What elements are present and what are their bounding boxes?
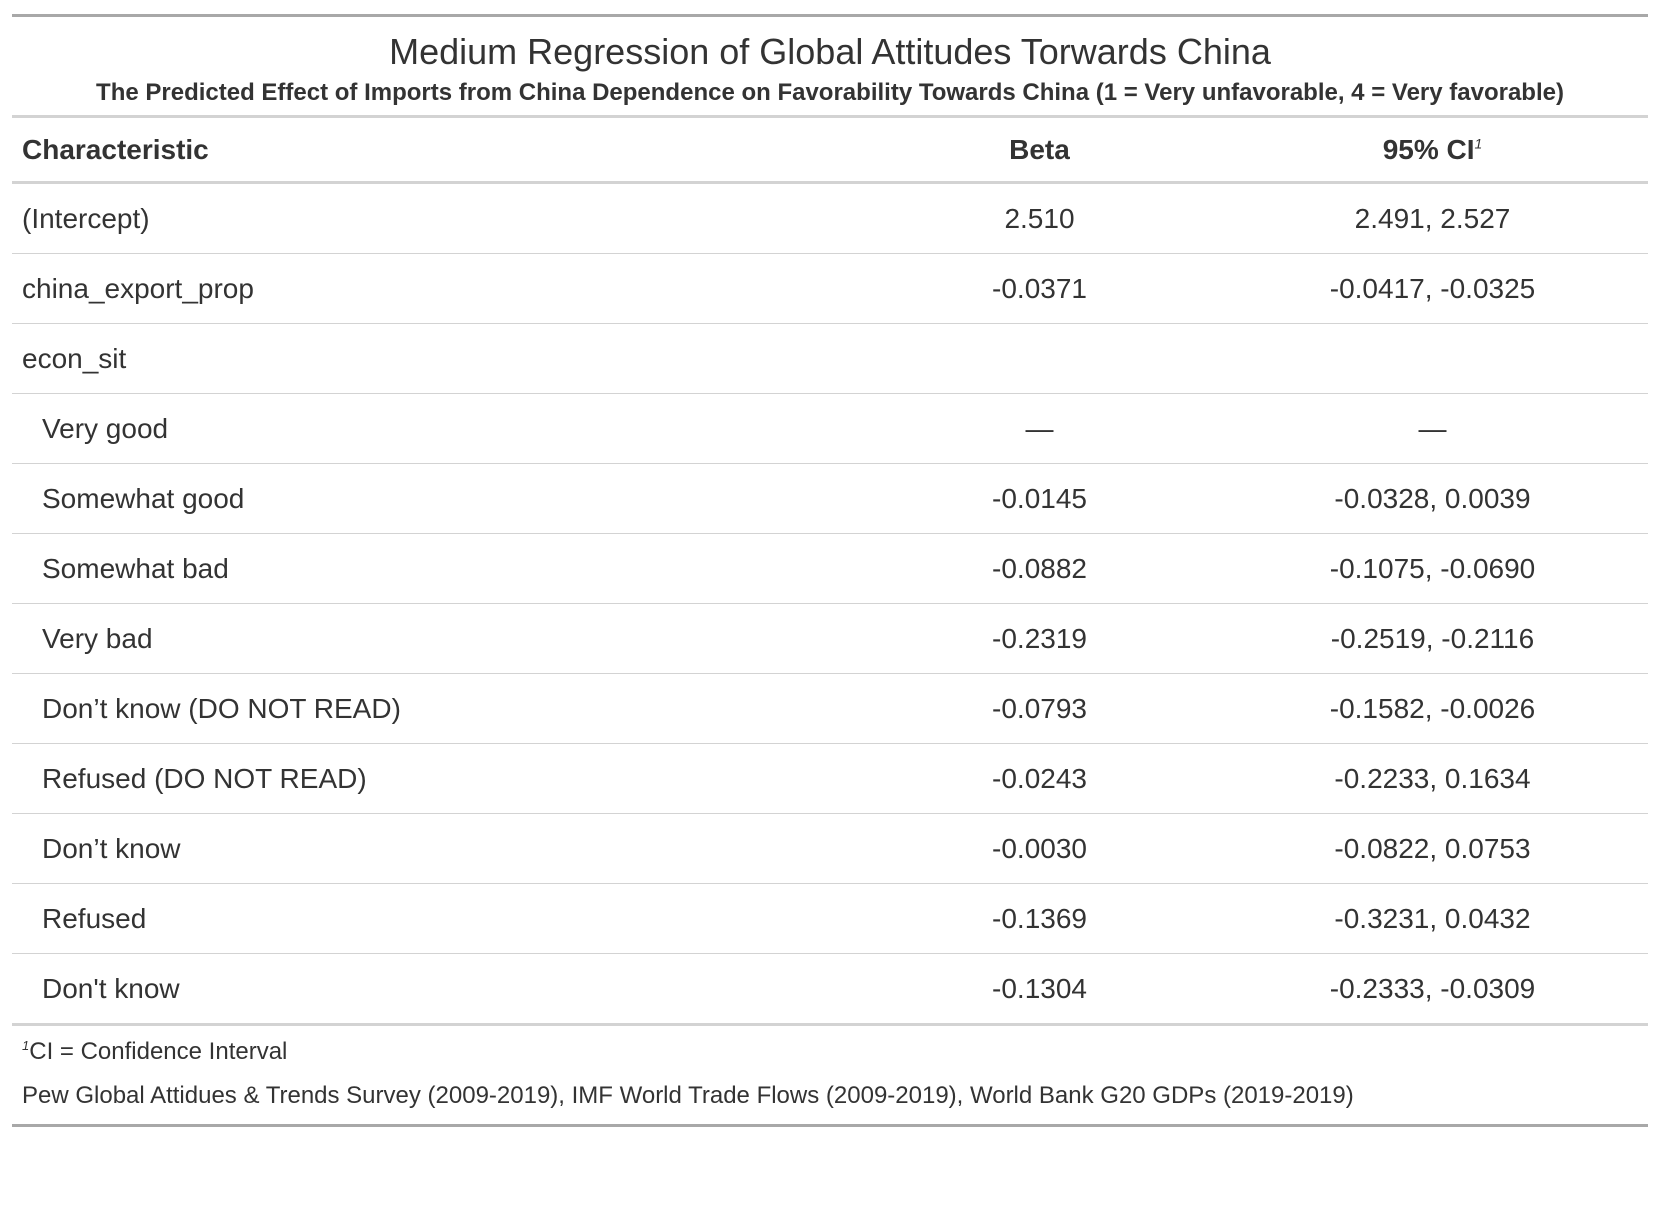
row-ci: 2.491, 2.527 — [1217, 182, 1648, 254]
row-characteristic: Don’t know — [12, 813, 862, 884]
row-beta: -0.0145 — [862, 463, 1217, 534]
row-characteristic: Don't know — [12, 953, 862, 1026]
table-row: Refused -0.1369 -0.3231, 0.0432 — [12, 883, 1648, 954]
row-characteristic: Don’t know (DO NOT READ) — [12, 673, 862, 744]
row-characteristic: Refused (DO NOT READ) — [12, 743, 862, 814]
row-ci: -0.2233, 0.1634 — [1217, 743, 1648, 814]
row-characteristic: econ_sit — [12, 323, 862, 394]
footnote-text: CI = Confidence Interval — [29, 1038, 288, 1065]
row-beta: -0.0793 — [862, 673, 1217, 744]
table-row: china_export_prop -0.0371 -0.0417, -0.0325 — [12, 253, 1648, 324]
table-row: Very bad -0.2319 -0.2519, -0.2116 — [12, 603, 1648, 674]
table-title: Medium Regression of Global Attitudes To… — [389, 31, 1271, 72]
table-body: (Intercept) 2.510 2.491, 2.527 china_export… — [12, 182, 1648, 1026]
regression-table-container: Medium Regression of Global Attitudes To… — [12, 14, 1648, 1127]
row-ci: -0.0822, 0.0753 — [1217, 813, 1648, 884]
table-subtitle: The Predicted Effect of Imports from Chi… — [12, 73, 1648, 118]
row-characteristic: (Intercept) — [12, 182, 862, 254]
row-ci: -0.1075, -0.0690 — [1217, 533, 1648, 604]
row-ci: -0.3231, 0.0432 — [1217, 883, 1648, 954]
column-header-characteristic: Characteristic — [12, 116, 862, 184]
row-beta: -0.1369 — [862, 883, 1217, 954]
row-beta: -0.0371 — [862, 253, 1217, 324]
table-row: Don't know -0.1304 -0.2333, -0.0309 — [12, 953, 1648, 1026]
row-characteristic: Very bad — [12, 603, 862, 674]
ci-footnote-marker: 1 — [1474, 135, 1483, 152]
row-beta: -0.1304 — [862, 953, 1217, 1026]
table-row: Refused (DO NOT READ) -0.0243 -0.2233, 0.1… — [12, 743, 1648, 814]
row-beta — [862, 323, 1217, 394]
column-header-beta: Beta — [862, 116, 1217, 184]
row-characteristic: Very good — [12, 393, 862, 464]
column-header-ci: 95% CI1 — [1217, 116, 1648, 184]
row-ci: -0.0328, 0.0039 — [1217, 463, 1648, 534]
row-beta: 2.510 — [862, 182, 1217, 254]
footnote: 1CI = Confidence Interval — [12, 1025, 1648, 1075]
regression-table: Medium Regression of Global Attitudes To… — [12, 14, 1648, 1127]
row-beta: -0.2319 — [862, 603, 1217, 674]
table-row: Very good — — — [12, 393, 1648, 464]
row-beta: -0.0243 — [862, 743, 1217, 814]
table-row: Somewhat good -0.0145 -0.0328, 0.0039 — [12, 463, 1648, 534]
table-row: Somewhat bad -0.0882 -0.1075, -0.0690 — [12, 533, 1648, 604]
row-ci: -0.0417, -0.0325 — [1217, 253, 1648, 324]
row-beta: -0.0030 — [862, 813, 1217, 884]
row-characteristic: china_export_prop — [12, 253, 862, 324]
row-ci: -0.2519, -0.2116 — [1217, 603, 1648, 674]
column-header-row: Characteristic Beta 95% CI1 — [12, 116, 1648, 184]
row-ci: — — [1217, 393, 1648, 464]
column-header-ci-label: 95% CI — [1382, 133, 1475, 165]
footnote-marker: 1 — [22, 1038, 30, 1053]
table-row: Don’t know (DO NOT READ) -0.0793 -0.1582, … — [12, 673, 1648, 744]
source-note: Pew Global Attidues & Trends Survey (200… — [22, 1082, 1354, 1109]
row-beta: — — [862, 393, 1217, 464]
table-footer: 1CI = Confidence Interval Pew Global Att… — [12, 1025, 1648, 1126]
row-characteristic: Somewhat bad — [12, 533, 862, 604]
row-ci — [1217, 323, 1648, 394]
table-header: Medium Regression of Global Attitudes To… — [12, 16, 1648, 184]
table-row: Don’t know -0.0030 -0.0822, 0.0753 — [12, 813, 1648, 884]
table-row: econ_sit — [12, 323, 1648, 394]
table-row: (Intercept) 2.510 2.491, 2.527 — [12, 182, 1648, 254]
row-characteristic: Somewhat good — [12, 463, 862, 534]
row-ci: -0.1582, -0.0026 — [1217, 673, 1648, 744]
row-characteristic: Refused — [12, 883, 862, 954]
row-beta: -0.0882 — [862, 533, 1217, 604]
row-ci: -0.2333, -0.0309 — [1217, 953, 1648, 1026]
